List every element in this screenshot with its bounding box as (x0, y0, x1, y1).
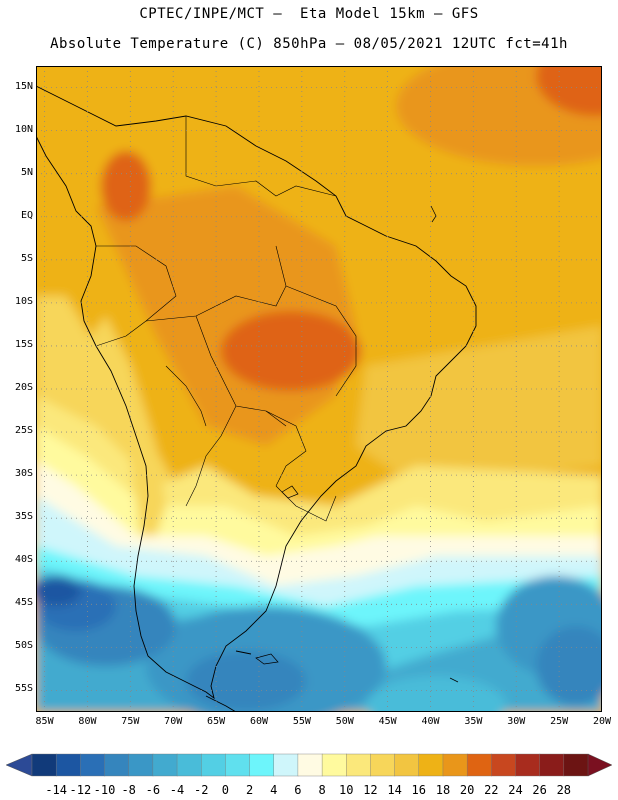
colorbar-tick-label: 28 (556, 783, 572, 797)
lon-tick-label: 30W (507, 716, 526, 727)
colorbar-swatch (31, 753, 57, 777)
colorbar-tick-label: 4 (270, 783, 278, 797)
lon-tick-label: 70W (164, 716, 183, 727)
colorbar-tick-label: -14 (45, 783, 68, 797)
lat-tick-label: 20S (14, 382, 33, 393)
colorbar-swatch (273, 753, 299, 777)
map-title: CPTEC/INPE/MCT – Eta Model 15km – GFS (139, 6, 479, 22)
colorbar-tick-label: -10 (93, 783, 116, 797)
colorbar-tick-label: 8 (318, 783, 326, 797)
colorbar-tick-label: -12 (69, 783, 92, 797)
lon-tick-label: 50W (335, 716, 354, 727)
map-border (36, 66, 602, 712)
lat-tick-label: 30S (14, 468, 33, 480)
lat-tick-label: 55S (14, 683, 33, 695)
lon-tick-label: 35W (464, 716, 483, 727)
lat-tick-label: 5N (20, 166, 33, 178)
country-borders (95, 116, 357, 522)
lon-tick-label: 45W (378, 716, 397, 727)
colorbar-tick-label: 10 (339, 783, 354, 797)
lon-tick-label: 85W (35, 716, 54, 727)
colorbar-swatch (466, 753, 492, 777)
colorbar-tick-label: 0 (221, 783, 229, 797)
colorbar-swatch (104, 753, 130, 777)
colorbar (5, 753, 613, 777)
lon-tick-label: 80W (78, 716, 97, 727)
colorbar-tick-label: 16 (411, 783, 426, 797)
lat-tick-label: 50S (14, 640, 33, 652)
colorbar-swatch (55, 753, 81, 777)
lat-tick-label: 15S (14, 338, 33, 350)
lat-tick-label: 40S (14, 554, 33, 566)
colorbar-swatch (370, 753, 396, 777)
map-subtitle: Absolute Temperature (C) 850hPa – 08/05/… (50, 36, 568, 52)
lat-tick-label: 10S (14, 295, 33, 307)
lon-tick-label: 65W (207, 716, 226, 727)
colorbar-swatch (346, 753, 371, 777)
lon-tick-label: 20W (592, 716, 612, 727)
colorbar-under-triangle (5, 753, 33, 777)
colorbar-swatch (225, 753, 251, 777)
colorbar-swatch (442, 753, 468, 777)
colorbar-swatch (321, 753, 347, 777)
temperature-map (36, 66, 602, 712)
colorbar-tick-label: -2 (193, 783, 209, 797)
lon-tick-label: 60W (249, 716, 268, 727)
lat-tick-label: EQ (20, 209, 33, 221)
colorbar-swatch (418, 753, 444, 777)
colorbar-tick-label: 2 (245, 783, 254, 797)
colorbar-swatch (491, 753, 516, 777)
lon-tick-label: 40W (421, 716, 440, 727)
colorbar-swatch (394, 753, 420, 777)
colorbar-tick-label: -6 (145, 783, 161, 797)
colorbar-swatch (539, 753, 565, 777)
colorbar-tick-label: 12 (363, 783, 378, 797)
lon-tick-label: 55W (292, 716, 311, 727)
colorbar-swatch (201, 753, 226, 777)
colorbar-tick-label: 18 (435, 783, 451, 797)
colorbar-tick-label: 14 (387, 783, 402, 797)
colorbar-swatch (128, 753, 154, 777)
colorbar-swatch (249, 753, 275, 777)
colorbar-over-triangle (587, 753, 613, 777)
colorbar-tick-label: 22 (484, 783, 499, 797)
lat-tick-label: 35S (14, 511, 33, 523)
colorbar-tick-label: 24 (508, 783, 523, 797)
lat-tick-label: 15N (14, 80, 33, 92)
lat-tick-label: 10N (14, 123, 33, 135)
colorbar-swatch (297, 753, 323, 777)
colorbar-swatch (152, 753, 178, 777)
colorbar-tick-label: -8 (121, 783, 136, 797)
coastline (36, 85, 477, 712)
temperature-field (36, 66, 602, 712)
colorbar-tick-label: -4 (169, 783, 185, 797)
colorbar-swatch (80, 753, 106, 777)
colorbar-tick-label: 6 (294, 783, 302, 797)
lon-tick-label: 75W (121, 716, 140, 727)
lat-tick-label: 5S (20, 252, 33, 264)
lakes-islands (255, 205, 459, 683)
lat-tick-label: 45S (14, 597, 33, 609)
lat-tick-label: 25S (14, 425, 33, 437)
lon-tick-label: 25W (550, 716, 569, 727)
colorbar-swatch (515, 753, 541, 777)
colorbar-swatch (563, 753, 589, 777)
colorbar-tick-label: 20 (459, 783, 475, 797)
colorbar-swatch (176, 753, 202, 777)
colorbar-tick-label: 26 (532, 783, 547, 797)
